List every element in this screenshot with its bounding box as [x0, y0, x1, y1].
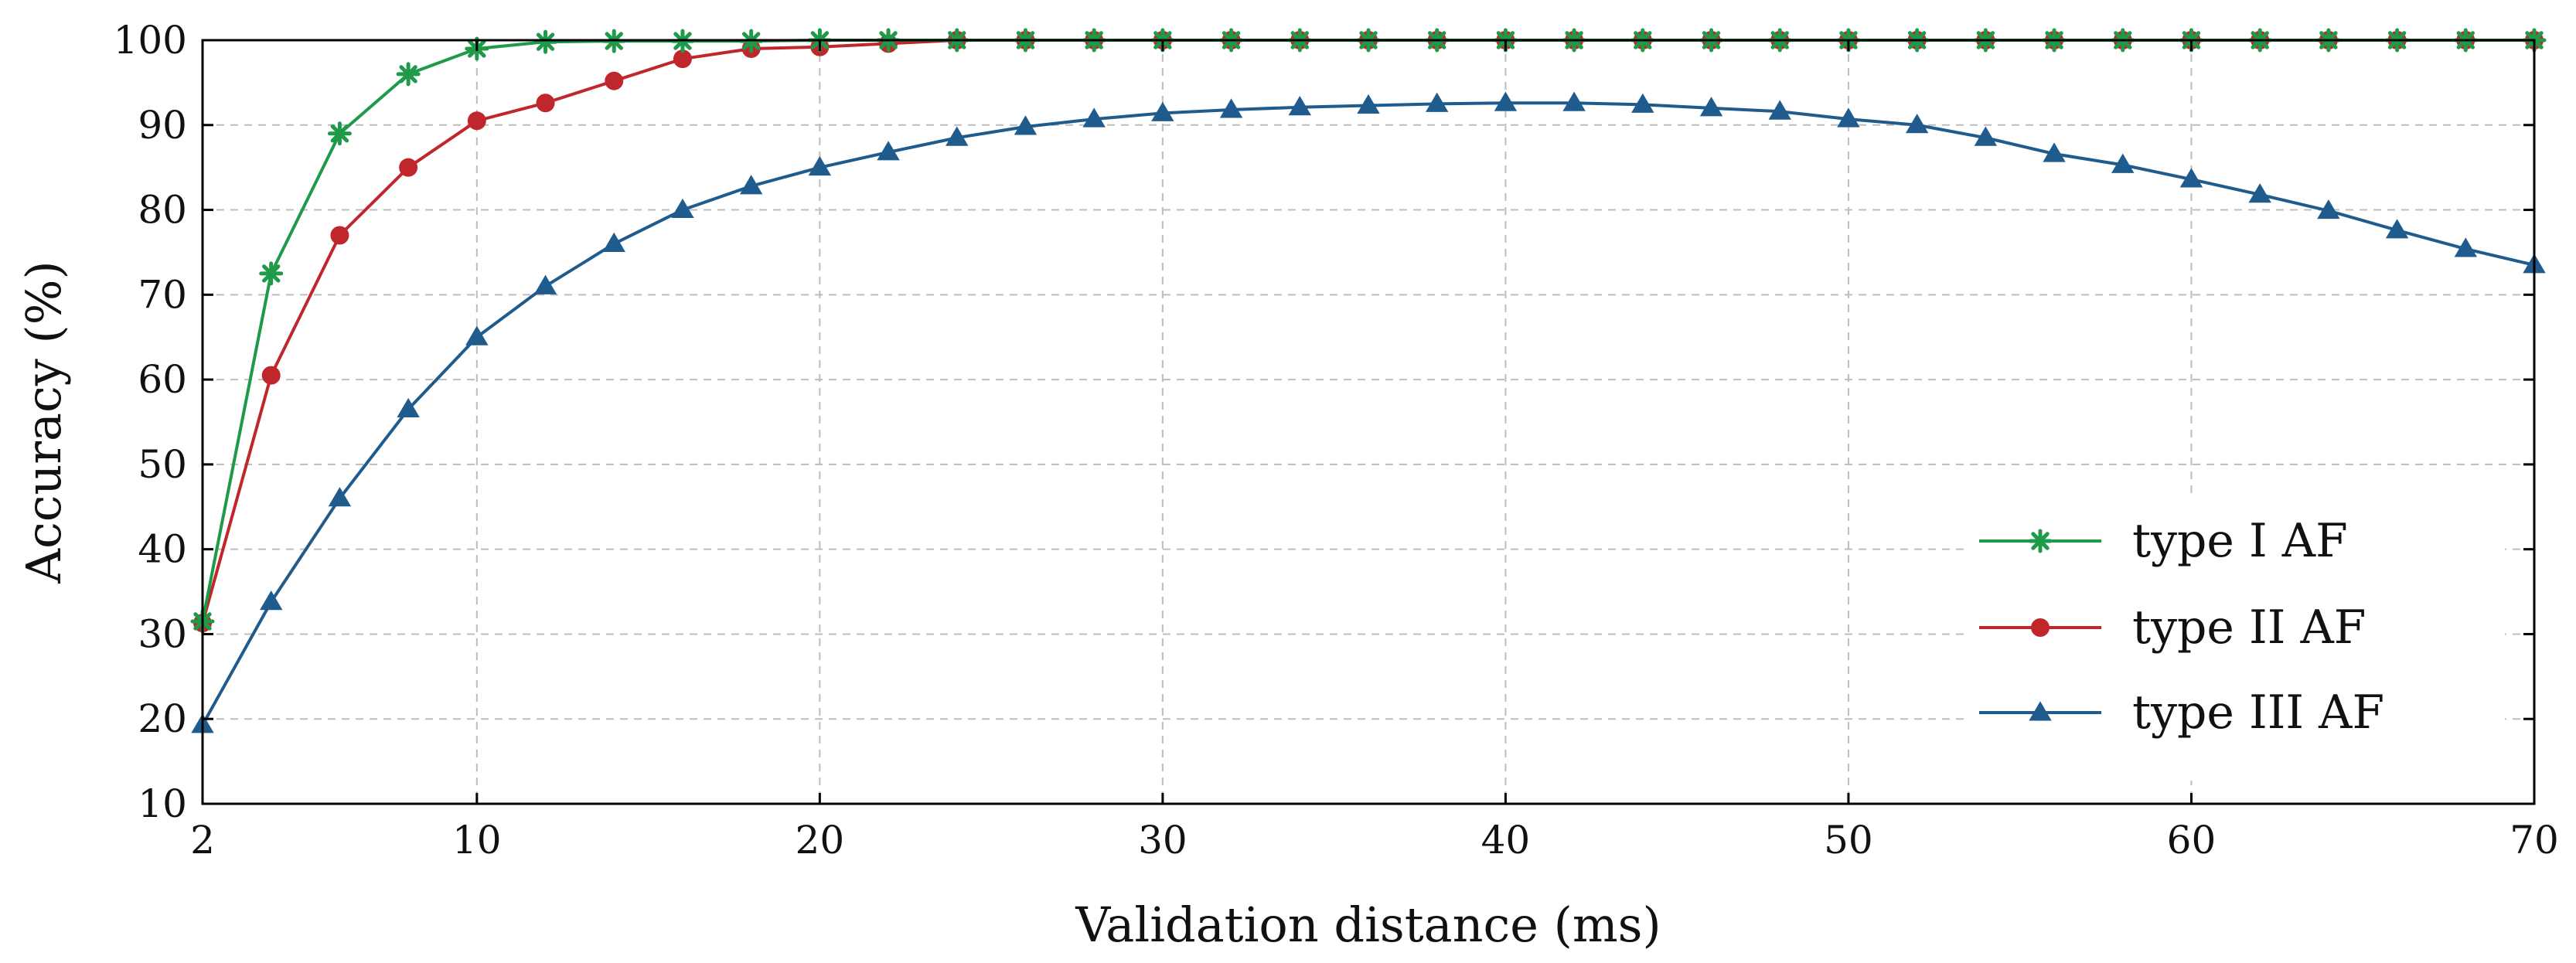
y-tick-label-60: 60 [138, 357, 187, 402]
legend-label-type-iii: type III AF [2132, 686, 2384, 740]
plot-frame [201, 39, 2536, 805]
y-tick-label-90: 90 [138, 103, 187, 148]
legend-label-type-ii: type II AF [2132, 601, 2366, 655]
y-axis-title: Accuracy (%) [15, 260, 72, 584]
y-tick-label-80: 80 [138, 188, 187, 233]
data-point-type-iii-af-46 [1699, 97, 1723, 117]
data-point-type-iii-af-60 [2179, 168, 2203, 188]
x-tick-label-70: 70 [2510, 818, 2559, 863]
legend-marker-type-ii-af [2031, 618, 2050, 637]
data-point-type-iii-af-48 [1768, 100, 1791, 120]
data-point-type-i-af-12 [533, 29, 558, 54]
data-point-type-iii-af-10 [465, 325, 489, 345]
data-point-type-iii-af-14 [602, 232, 625, 252]
data-point-type-ii-af-8 [399, 158, 418, 177]
x-tick-label-50: 50 [1824, 818, 1873, 863]
data-point-type-iii-af-66 [2385, 219, 2409, 239]
data-point-type-iii-af-50 [1837, 107, 1860, 128]
y-tick-label-70: 70 [138, 272, 187, 317]
x-tick-label-60: 60 [2167, 818, 2217, 863]
y-tick-label-100: 100 [114, 18, 187, 63]
x-tick-label-30: 30 [1138, 818, 1187, 863]
data-point-type-ii-af-10 [467, 111, 486, 131]
data-point-type-iii-af-42 [1562, 91, 1586, 111]
data-point-type-iii-af-30 [1151, 101, 1174, 121]
data-point-type-iii-af-56 [2043, 142, 2066, 162]
data-point-type-i-af-6 [327, 121, 352, 146]
data-point-type-iii-af-4 [260, 590, 283, 611]
data-point-type-iii-af-24 [946, 126, 969, 146]
data-point-type-ii-af-16 [673, 49, 692, 69]
data-point-type-iii-af-12 [533, 274, 557, 294]
y-tick-label-40: 40 [138, 527, 187, 572]
data-point-type-iii-af-28 [1082, 107, 1106, 128]
data-point-type-iii-af-40 [1494, 91, 1518, 111]
data-point-type-iii-af-54 [1974, 126, 1998, 146]
legend: type I AF type II AF type III AF [1964, 495, 2505, 781]
y-tick-label-30: 30 [138, 611, 187, 656]
data-point-type-iii-af-34 [1288, 96, 1311, 116]
data-point-type-iii-af-8 [397, 397, 420, 418]
data-point-type-i-af-4 [259, 261, 284, 286]
data-point-type-ii-af-14 [605, 71, 624, 90]
legend-entry-type-ii: type II AF [1979, 601, 2366, 655]
data-point-type-iii-af-62 [2248, 183, 2271, 203]
data-point-type-i-af-8 [396, 62, 421, 87]
y-tick-label-50: 50 [138, 442, 187, 487]
data-point-type-iii-af-52 [1905, 114, 1929, 134]
legend-entry-type-iii: type III AF [1979, 686, 2384, 740]
y-tick-label-10: 10 [138, 781, 187, 826]
data-point-type-iii-af-64 [2317, 199, 2340, 219]
data-point-type-iii-af-36 [1357, 94, 1380, 114]
data-point-type-iii-af-6 [328, 487, 352, 507]
data-point-type-iii-af-68 [2454, 237, 2477, 257]
data-point-type-iii-af-22 [877, 141, 900, 161]
x-tick-label-20: 20 [796, 818, 845, 863]
x-tick-label-40: 40 [1481, 818, 1531, 863]
legend-marker-type-iii-af [2029, 701, 2052, 721]
data-point-type-iii-af-18 [739, 175, 763, 195]
data-point-type-iii-af-26 [1014, 115, 1038, 135]
legend-marker-type-i-af [2028, 529, 2053, 553]
data-point-type-ii-af-12 [536, 94, 555, 113]
data-point-type-iii-af-44 [1631, 93, 1654, 113]
data-point-type-iii-af-58 [2111, 153, 2135, 173]
data-point-type-iii-af-32 [1219, 98, 1243, 118]
x-tick-label-2: 2 [190, 818, 215, 863]
data-point-type-iii-af-16 [671, 198, 694, 219]
x-tick-label-10: 10 [452, 818, 502, 863]
y-tick-label-20: 20 [138, 696, 187, 741]
data-point-type-ii-af-4 [261, 366, 281, 385]
x-axis-title: Validation distance (ms) [1075, 897, 1661, 953]
legend-label-type-i: type I AF [2132, 514, 2348, 568]
legend-entry-type-i: type I AF [1979, 514, 2348, 568]
data-point-type-ii-af-6 [330, 226, 349, 245]
data-point-type-iii-af-20 [808, 155, 832, 176]
data-point-type-iii-af-38 [1426, 92, 1449, 112]
